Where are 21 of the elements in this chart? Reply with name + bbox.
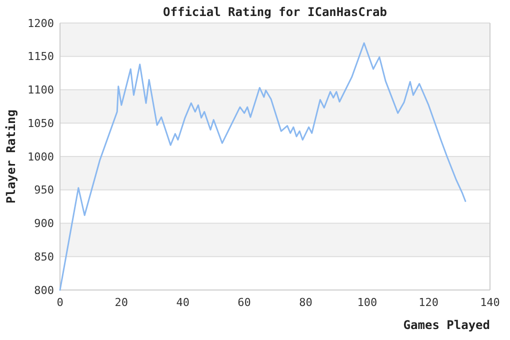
y-tick-label: 900 — [34, 217, 54, 230]
x-tick-label: 40 — [176, 296, 190, 309]
y-tick-label: 1000 — [28, 150, 54, 164]
x-tick-label: 140 — [480, 296, 500, 309]
y-tick-label: 800 — [34, 284, 54, 297]
y-axis-title: Player Rating — [4, 110, 18, 204]
x-tick-label: 20 — [114, 296, 128, 309]
y-tick-label: 1200 — [28, 16, 54, 30]
x-tick-label: 100 — [357, 296, 378, 309]
x-tick-label: 60 — [238, 296, 251, 309]
y-tick-label: 950 — [34, 184, 54, 197]
x-tick-label: 120 — [418, 296, 439, 309]
chart-title: Official Rating for ICanHasCrab — [163, 5, 387, 19]
y-tick-label: 1050 — [28, 116, 54, 130]
x-axis-title: Games Played — [403, 318, 490, 332]
y-tick-label: 850 — [34, 250, 54, 264]
x-tick-label: 0 — [56, 296, 64, 309]
y-tick-label: 1100 — [28, 84, 54, 97]
x-tick-label: 80 — [299, 296, 312, 309]
y-tick-label: 1150 — [28, 50, 54, 64]
line-series — [59, 42, 466, 291]
